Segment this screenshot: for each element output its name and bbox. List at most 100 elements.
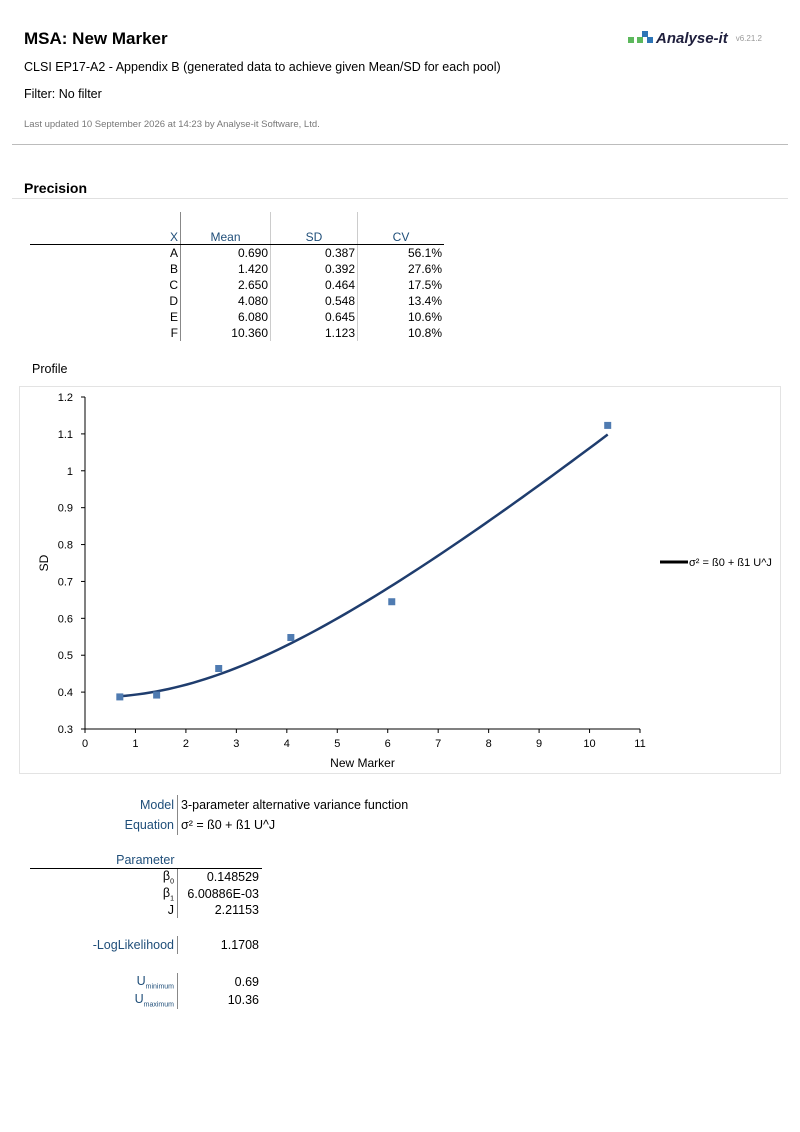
last-updated: Last updated 10 September 2026 at 14:23 … <box>24 119 320 130</box>
data-point <box>388 598 396 606</box>
table-row: β1 6.00886E-03 <box>30 885 262 902</box>
data-point <box>153 691 161 699</box>
legend-label: σ² = ß0 + ß1 U^J <box>689 557 772 569</box>
row-sd: 0.392 <box>270 261 358 277</box>
x-tick-label: 7 <box>435 738 441 750</box>
table-row: F 10.360 1.123 10.8% <box>30 325 444 341</box>
x-tick-label: 3 <box>233 738 239 750</box>
y-tick-label: 1.1 <box>58 429 73 441</box>
row-mean: 0.690 <box>237 246 268 260</box>
x-tick-label: 4 <box>284 738 290 750</box>
model-value: 3-parameter alternative variance functio… <box>181 798 409 812</box>
param-name: β0 <box>30 868 178 886</box>
data-points <box>116 421 612 701</box>
x-tick-label: 8 <box>486 738 492 750</box>
col-header-x: X <box>30 212 181 245</box>
x-tick-label: 5 <box>334 738 340 750</box>
model-label: Model <box>30 795 178 815</box>
loglikelihood-table: -LogLikelihood 1.1708 <box>30 936 262 954</box>
table-row: J 2.21153 <box>30 902 262 918</box>
fit-curve <box>119 433 609 698</box>
parameter-table: Parameter β0 0.148529 β1 6.00886E-03 J 2… <box>30 852 262 918</box>
table-row: Uminimum 0.69 <box>30 973 262 991</box>
y-tick-label: 0.9 <box>58 503 73 515</box>
row-mean: 2.650 <box>237 278 268 292</box>
x-axis-label: New Marker <box>330 756 395 770</box>
row-mean: 4.080 <box>237 294 268 308</box>
precision-table: X Mean SD CV A 0.690 0.387 56.1% B 1.420… <box>30 212 444 341</box>
row-cv: 56.1% <box>357 244 444 261</box>
chart-axes <box>84 397 640 730</box>
y-tick-label: 1 <box>67 466 73 478</box>
table-row: C 2.650 0.464 17.5% <box>30 277 444 293</box>
header-divider <box>12 144 788 145</box>
row-sd: 0.645 <box>270 309 358 325</box>
row-x: C <box>30 277 181 293</box>
col-header-mean: Mean <box>180 212 271 245</box>
model-table: Model 3-parameter alternative variance f… <box>30 795 411 835</box>
report-subtitle: CLSI EP17-A2 - Appendix B (generated dat… <box>24 60 501 74</box>
x-ticks: 0 1 2 3 4 5 6 7 8 9 10 11 <box>82 729 646 750</box>
param-value: 6.00886E-03 <box>187 886 259 901</box>
x-tick-label: 0 <box>82 738 88 750</box>
y-tick-label: 0.7 <box>58 576 73 588</box>
profile-chart-svg: 0 1 2 3 4 5 6 7 8 9 10 11 0.3 0.4 0.5 0.6 0.7 0.8 0.9 1 1.1… <box>37 392 772 770</box>
row-x: B <box>30 261 181 277</box>
row-sd: 0.387 <box>270 244 358 261</box>
table-row: A 0.690 0.387 56.1% <box>30 244 444 261</box>
u-min-label: Uminimum <box>30 973 178 991</box>
x-tick-label: 2 <box>183 738 189 750</box>
y-tick-label: 0.6 <box>58 613 73 625</box>
section-title-precision: Precision <box>24 180 88 196</box>
profile-chart: 0 1 2 3 4 5 6 7 8 9 10 11 0.3 0.4 0.5 0.6 0.7 0.8 0.9 1 1.1… <box>19 386 781 774</box>
y-tick-label: 0.8 <box>58 540 73 552</box>
y-tick-label: 1.2 <box>58 392 73 404</box>
y-tick-label: 0.4 <box>58 687 73 699</box>
row-mean: 1.420 <box>237 262 268 276</box>
section-divider <box>12 198 788 199</box>
u-max-label: Umaximum <box>30 991 178 1009</box>
col-header-sd: SD <box>270 212 358 245</box>
equation-label: Equation <box>30 815 178 835</box>
y-tick-label: 0.5 <box>58 650 73 662</box>
row-mean: 6.080 <box>237 310 268 324</box>
row-sd: 0.464 <box>270 277 358 293</box>
table-row: D 4.080 0.548 13.4% <box>30 293 444 309</box>
analyse-it-logo: Analyse-it v6.21.2 <box>628 30 762 47</box>
u-min-value: 0.69 <box>234 975 259 989</box>
row-cv: 17.5% <box>357 277 444 293</box>
data-point <box>116 693 124 701</box>
y-ticks: 0.3 0.4 0.5 0.6 0.7 0.8 0.9 1 1.1 1.2 <box>58 392 85 736</box>
param-value: 2.21153 <box>214 903 259 917</box>
row-cv: 10.6% <box>357 309 444 325</box>
version-label: v6.21.2 <box>735 33 762 43</box>
param-name: β1 <box>30 885 178 902</box>
param-value: 0.148529 <box>206 870 259 885</box>
row-x: F <box>30 325 181 341</box>
y-tick-label: 0.3 <box>58 724 73 736</box>
row-cv: 27.6% <box>357 261 444 277</box>
logo-icon <box>628 31 653 45</box>
row-sd: 0.548 <box>270 293 358 309</box>
x-tick-label: 6 <box>385 738 391 750</box>
x-tick-label: 1 <box>132 738 138 750</box>
row-x: D <box>30 293 181 309</box>
x-tick-label: 11 <box>634 738 645 750</box>
parameter-header: Parameter <box>30 852 178 869</box>
row-cv: 13.4% <box>357 293 444 309</box>
x-tick-label: 10 <box>583 738 595 750</box>
profile-label: Profile <box>32 362 68 376</box>
row-x: E <box>30 309 181 325</box>
table-row: Umaximum 10.36 <box>30 991 262 1009</box>
data-point <box>604 421 612 429</box>
y-axis-label: SD <box>37 554 51 571</box>
filter-label: Filter: No filter <box>24 87 102 101</box>
data-point <box>287 634 295 642</box>
loglikelihood-label: -LogLikelihood <box>30 936 178 954</box>
param-name: J <box>30 902 178 918</box>
report-title: MSA: New Marker <box>24 29 168 48</box>
row-cv: 10.8% <box>357 325 444 341</box>
row-x: A <box>30 244 181 261</box>
row-sd: 1.123 <box>270 325 358 341</box>
table-row: E 6.080 0.645 10.6% <box>30 309 444 325</box>
